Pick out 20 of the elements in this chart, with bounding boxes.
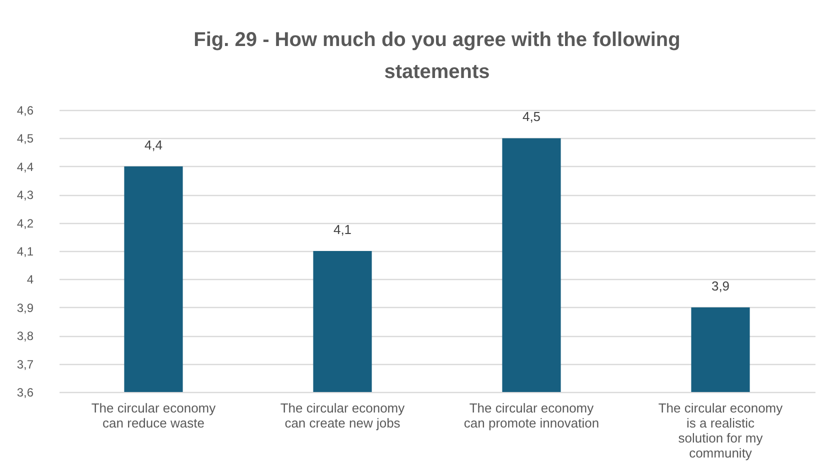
x-tick-label: The circular economy is a realistic solution for my community — [658, 400, 784, 460]
y-tick-label: 3,7 — [16, 357, 34, 372]
x-tick-label: The circular economy can create new jobs — [280, 400, 406, 430]
y-tick-label: 4,1 — [16, 244, 34, 258]
data-label: 3,9 — [711, 278, 730, 294]
y-tick-label: 4,2 — [16, 216, 34, 230]
y-tick-label: 3,8 — [16, 329, 34, 344]
data-label: 4,4 — [144, 137, 163, 152]
y-tick-label: 4,3 — [16, 188, 34, 202]
x-tick-label: The circular economy can reduce waste — [91, 400, 216, 430]
y-tick-label: 4 — [26, 272, 34, 287]
chart-title: Fig. 29 - How much do you agree with the following statements — [194, 29, 680, 83]
y-tick-label: 3,9 — [16, 300, 34, 315]
y-tick-label: 4,5 — [16, 132, 34, 146]
y-tick-label: 4,6 — [16, 104, 34, 118]
y-tick-label: 4,4 — [16, 160, 34, 174]
y-tick-label: 3,6 — [16, 386, 34, 400]
data-label: 4,1 — [333, 222, 352, 237]
data-label: 4,5 — [522, 109, 541, 124]
x-tick-label: The circular economy can promote innovation — [464, 400, 600, 430]
